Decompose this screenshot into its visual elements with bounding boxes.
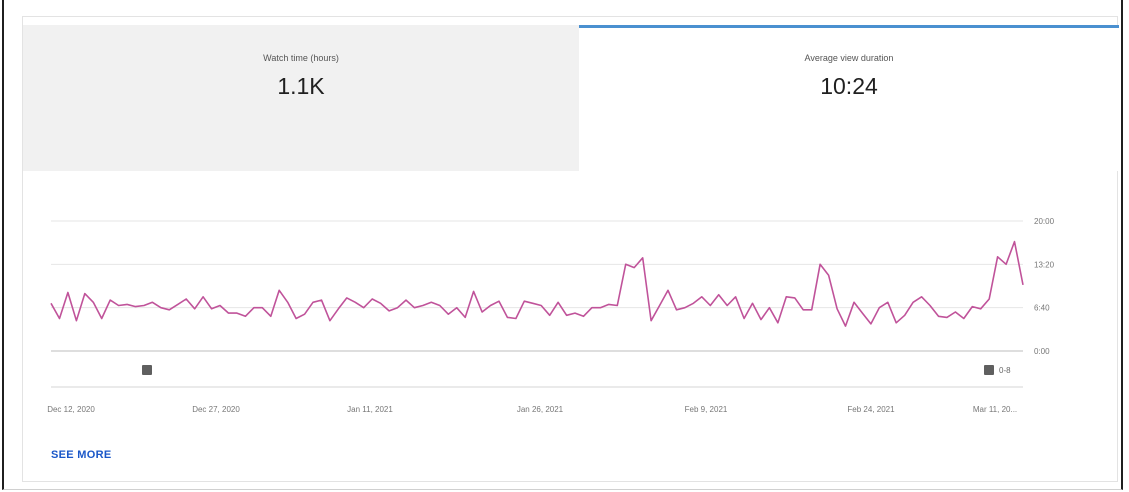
chart-grid (51, 220, 1023, 352)
x-tick-label: Jan 11, 2021 (347, 405, 393, 414)
y-tick-label: 20:00 (1034, 217, 1055, 226)
metric-tabs: Watch time (hours) 1.1K Average view dur… (23, 25, 1119, 171)
y-axis-ticks: 0:00 6:40 13:20 20:00 (1034, 217, 1055, 356)
range-label: 0-8 (999, 366, 1011, 375)
x-tick-label: Dec 27, 2020 (192, 405, 240, 414)
analytics-card: Watch time (hours) 1.1K Average view dur… (22, 16, 1119, 482)
range-handle-left-icon[interactable] (142, 365, 152, 375)
tab-watch-time-value: 1.1K (277, 73, 325, 99)
x-tick-label: Mar 11, 20... (973, 405, 1017, 414)
x-tick-label: Dec 12, 2020 (47, 405, 95, 414)
x-axis-ticks: Dec 12, 2020 Dec 27, 2020 Jan 11, 2021 Jan … (47, 405, 1017, 414)
tab-average-view-duration-label: Average view duration (804, 53, 894, 63)
series-line (50, 240, 1024, 327)
x-tick-label: Feb 9, 2021 (685, 405, 728, 414)
line-chart: 0:00 6:40 13:20 20:00 0-8 Dec 12, 2020 Dec 2… (47, 217, 1055, 414)
tab-watch-time-label: Watch time (hours) (263, 53, 339, 63)
tab-average-view-duration-value: 10:24 (820, 73, 878, 99)
y-tick-label: 13:20 (1034, 260, 1055, 269)
see-more-link[interactable]: SEE MORE (51, 449, 112, 461)
x-tick-label: Feb 24, 2021 (847, 405, 895, 414)
chart-series (50, 240, 1024, 327)
y-tick-label: 0:00 (1034, 347, 1050, 356)
range-selector[interactable]: 0-8 (51, 365, 1023, 388)
range-handle-right-icon[interactable] (984, 365, 994, 375)
tab-average-view-duration[interactable]: Average view duration 10:24 (579, 25, 1119, 171)
tab-watch-time[interactable]: Watch time (hours) 1.1K (23, 25, 579, 171)
y-tick-label: 6:40 (1034, 304, 1050, 313)
x-tick-label: Jan 26, 2021 (517, 405, 564, 414)
